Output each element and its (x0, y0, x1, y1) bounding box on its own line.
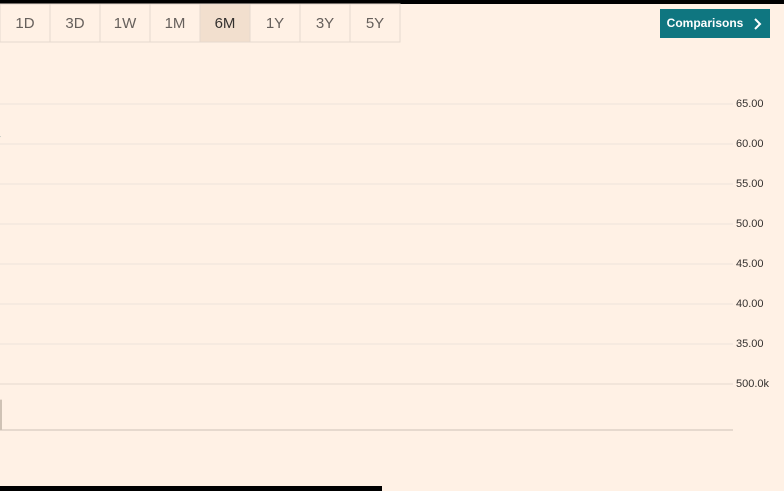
y-tick-label: 40.00 (736, 298, 764, 310)
y-tick-label: 35.00 (736, 338, 764, 350)
range-button-label[interactable]: 1Y (266, 15, 284, 32)
y-tick-label: 50.00 (736, 218, 764, 230)
range-button[interactable] (199, 3, 251, 43)
range-button[interactable] (249, 3, 301, 43)
y-tick-label: 55.00 (736, 178, 764, 190)
scrollbar (0, 486, 382, 491)
range-button-label[interactable]: 1M (165, 15, 186, 32)
range-bar: 1D 3D 1W 1M 6M 1Y 3Y 5Y Comparisons (0, 0, 784, 43)
range-button[interactable] (49, 3, 101, 43)
range-button-label[interactable]: 5Y (366, 15, 384, 32)
comparisons-label[interactable]: Comparisons (667, 16, 744, 30)
range-button[interactable] (99, 3, 151, 43)
chevron-icon (754, 18, 762, 30)
y-tick-label: 60.00 (736, 138, 764, 150)
volume-bar (0, 399, 2, 430)
range-button-label[interactable]: 3Y (316, 15, 334, 32)
range-button-label[interactable]: 6M (215, 15, 236, 32)
comparisons-button[interactable] (660, 9, 770, 38)
top-strip (0, 0, 784, 4)
y-tick-label: 45.00 (736, 258, 764, 270)
range-button[interactable] (299, 3, 351, 43)
y-tick-label: 65.00 (736, 98, 764, 110)
range-button[interactable] (149, 3, 201, 43)
range-button-label[interactable]: 3D (65, 15, 84, 32)
range-button-label[interactable]: 1W (114, 15, 137, 32)
volume-tick-label: 500.0k (736, 378, 770, 390)
range-button-label[interactable]: 1D (15, 15, 34, 32)
plot: 35.00 40.00 45.00 50.00 55.00 60.00 65.00 500.0… (0, 98, 770, 431)
range-button[interactable] (0, 3, 51, 43)
range-button[interactable] (349, 3, 401, 43)
